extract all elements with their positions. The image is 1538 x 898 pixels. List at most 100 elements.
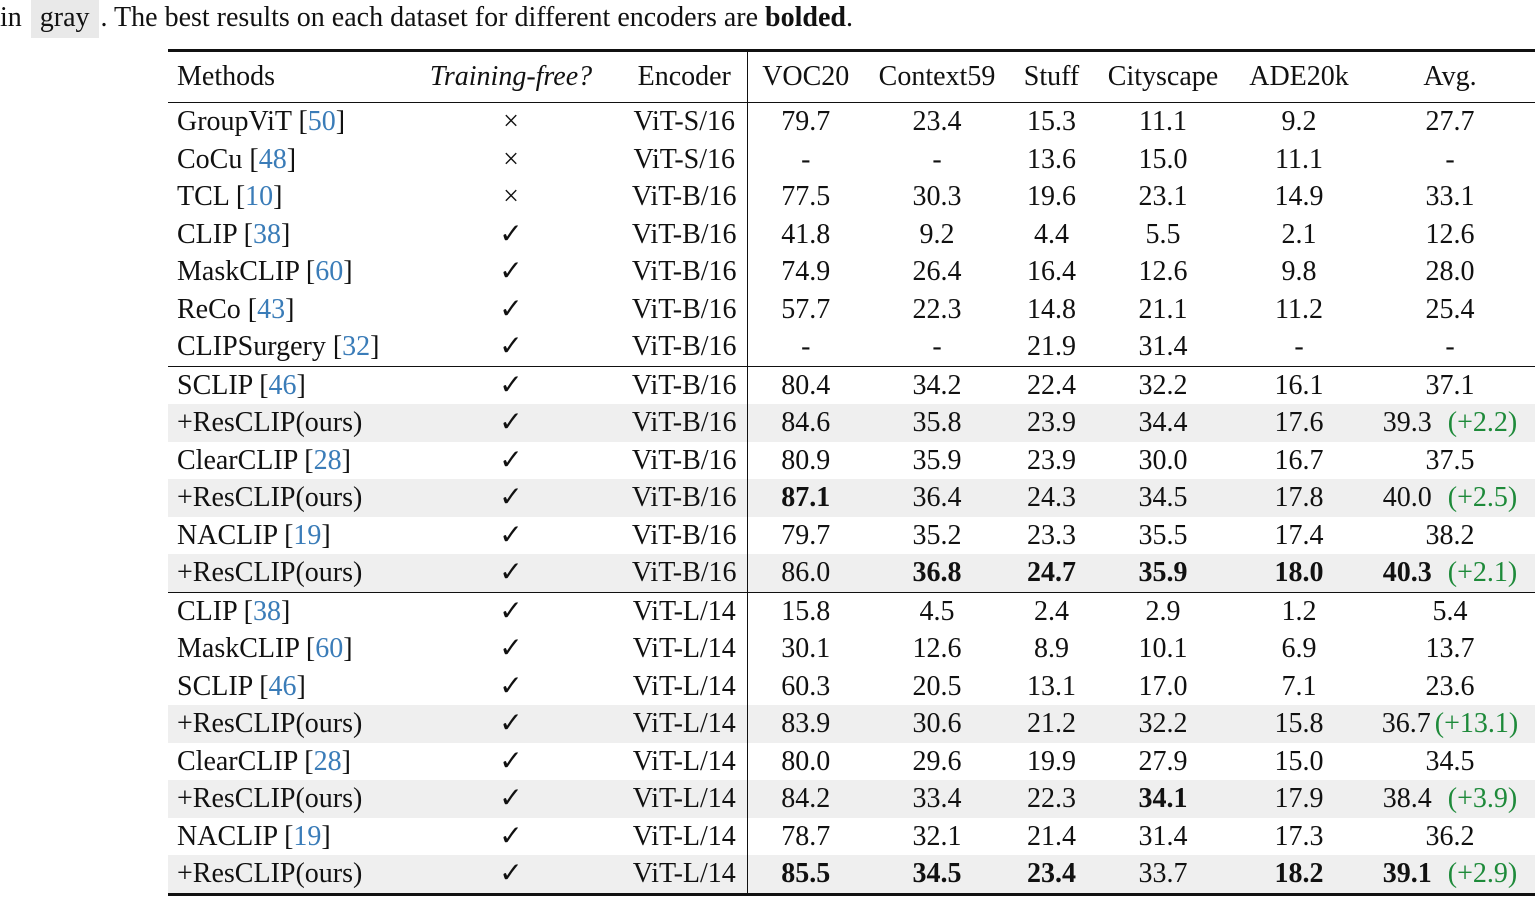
avg-cell: 25.4	[1365, 291, 1535, 329]
voc20-cell: 60.3	[781, 670, 831, 702]
voc20-cell: 86.0	[747, 554, 864, 592]
context59-cell: 34.5	[864, 855, 1010, 894]
table-row: NACLIP [19] ✓ ViT-L/14 78.7 32.1 21.4 31.4 17.3…	[168, 817, 1535, 855]
method-name: CLIP	[177, 595, 237, 627]
voc20-cell: 83.9	[747, 705, 864, 743]
avg-cell: 13.7	[1365, 630, 1535, 668]
avg-value: 40.0	[1382, 482, 1432, 513]
gain-value: (+13.1)	[1434, 708, 1519, 739]
voc20-cell: -	[801, 331, 811, 362]
header-stuff: Stuff	[1010, 50, 1093, 103]
citation-link[interactable]: 32	[342, 331, 371, 362]
cross-icon: ×	[503, 106, 519, 137]
encoder-cell: ViT-L/14	[622, 591, 748, 630]
encoder-cell: ViT-L/14	[622, 780, 748, 818]
table-row: +ResCLIP(ours) ✓ ViT-L/14 85.5 34.5 23.4 33.7 1…	[168, 855, 1535, 894]
method-cell: NACLIP [19]	[177, 519, 331, 551]
citation-link[interactable]: 38	[252, 595, 281, 627]
avg-cell: 40.0 (+2.5)	[1365, 479, 1535, 517]
cityscape-cell: 35.5	[1138, 519, 1188, 551]
table-row: +ResCLIP(ours) ✓ ViT-L/14 84.2 33.4 22.3 34.1 1…	[168, 780, 1535, 818]
citation-link[interactable]: 46	[268, 369, 297, 401]
caption-bold-word: bolded	[765, 2, 846, 33]
table-row: NACLIP [19] ✓ ViT-B/16 79.7 35.2 23.3 35.5 17.4…	[168, 516, 1535, 554]
stuff-cell: 13.1	[1027, 670, 1076, 702]
table-row: +ResCLIP(ours) ✓ ViT-L/14 83.9 30.6 21.2 32.2 1…	[168, 705, 1535, 743]
stuff-cell: 21.4	[1027, 820, 1076, 852]
cityscape-cell: 34.1	[1093, 780, 1233, 818]
voc20-cell: -	[801, 143, 811, 175]
context59-cell: -	[932, 331, 942, 362]
method-name: MaskCLIP	[177, 256, 299, 287]
method-name: +ResCLIP(ours)	[177, 858, 363, 889]
ade20k-cell: 2.1	[1281, 218, 1317, 250]
avg-cell: 37.5	[1365, 442, 1535, 480]
context59-cell: 36.4	[864, 479, 1010, 517]
citation-link[interactable]: 19	[293, 820, 322, 852]
voc20-cell: 15.8	[747, 591, 864, 630]
avg-value: 27.7	[1425, 106, 1475, 137]
avg-value: 37.1	[1425, 369, 1475, 401]
table-row: TCL [10] × ViT-B/16 77.5 30.3 19.6 23.1 14.9 33.…	[168, 178, 1535, 216]
avg-cell: 34.5	[1365, 743, 1535, 781]
avg-value: 33.1	[1425, 181, 1475, 212]
avg-cell: 37.1	[1365, 365, 1535, 404]
avg-value: 37.5	[1425, 444, 1475, 476]
voc20-cell: 77.5	[781, 181, 831, 212]
encoder-cell: ViT-B/16	[622, 365, 748, 404]
avg-value: 25.4	[1425, 293, 1475, 325]
citation-link[interactable]: 50	[307, 106, 336, 137]
citation-link[interactable]: 38	[252, 218, 281, 250]
citation-link[interactable]: 46	[268, 670, 297, 702]
stuff-cell: 23.9	[1027, 444, 1076, 476]
ade20k-cell: 6.9	[1281, 633, 1317, 664]
ade20k-cell: 17.9	[1233, 780, 1365, 818]
citation-link[interactable]: 48	[258, 143, 287, 175]
stuff-cell: 8.9	[1034, 633, 1069, 664]
header-cityscape: Cityscape	[1093, 50, 1233, 103]
check-icon: ✓	[400, 780, 622, 818]
method-cell: SCLIP [46]	[177, 670, 306, 702]
gain-value: (+2.9)	[1447, 858, 1518, 889]
citation-link[interactable]: 43	[257, 293, 286, 325]
ade20k-cell: 16.7	[1274, 444, 1324, 476]
method-cell: +ResCLIP(ours)	[168, 780, 400, 818]
method-cell: CoCu [48]	[177, 143, 297, 175]
citation-link[interactable]: 19	[293, 519, 322, 551]
stuff-cell: 24.3	[1010, 479, 1093, 517]
method-cell: CLIP [38]	[168, 591, 400, 630]
header-voc20: VOC20	[747, 50, 864, 103]
avg-cell: 38.4 (+3.9)	[1365, 780, 1535, 818]
table-row: MaskCLIP [60] ✓ ViT-B/16 74.9 26.4 16.4 12.6 9.…	[168, 253, 1535, 291]
cityscape-cell: 23.1	[1138, 181, 1188, 212]
table-row: +ResCLIP(ours) ✓ ViT-B/16 84.6 35.8 23.9 34.4 1…	[168, 404, 1535, 442]
citation-link[interactable]: 28	[313, 745, 342, 777]
method-name: ClearCLIP	[177, 444, 298, 476]
encoder-cell: ViT-B/16	[622, 290, 748, 328]
method-name: +ResCLIP(ours)	[177, 482, 363, 513]
citation-link[interactable]: 60	[315, 256, 344, 287]
voc20-cell: 57.7	[781, 293, 831, 325]
citation-link[interactable]: 28	[313, 444, 342, 476]
table-row: +ResCLIP(ours) ✓ ViT-B/16 86.0 36.8 24.7 35.9 1…	[168, 554, 1535, 592]
avg-cell: 27.7	[1365, 103, 1535, 141]
avg-value: 36.7	[1381, 708, 1431, 739]
stuff-cell: 21.9	[1027, 331, 1076, 362]
method-cell: +ResCLIP(ours)	[168, 855, 400, 894]
citation-link[interactable]: 60	[315, 633, 344, 664]
encoder-cell: ViT-B/16	[622, 441, 748, 479]
stuff-cell: 21.2	[1010, 705, 1093, 743]
stuff-cell: 19.9	[1027, 745, 1076, 777]
header-methods: Methods	[168, 50, 400, 103]
method-name: SCLIP	[177, 369, 253, 401]
method-name: CLIPSurgery	[177, 331, 326, 362]
voc20-cell: 85.5	[747, 855, 864, 894]
citation-link[interactable]: 10	[245, 181, 274, 212]
context59-cell: 30.3	[912, 181, 962, 212]
table-caption: in gray. The best results on each datase…	[0, 0, 853, 38]
cityscape-cell: 10.1	[1138, 633, 1188, 664]
voc20-cell: 74.9	[781, 256, 831, 287]
stuff-cell: 22.3	[1010, 780, 1093, 818]
voc20-cell: 80.4	[747, 365, 864, 404]
method-cell: CLIP [38]	[177, 218, 291, 250]
